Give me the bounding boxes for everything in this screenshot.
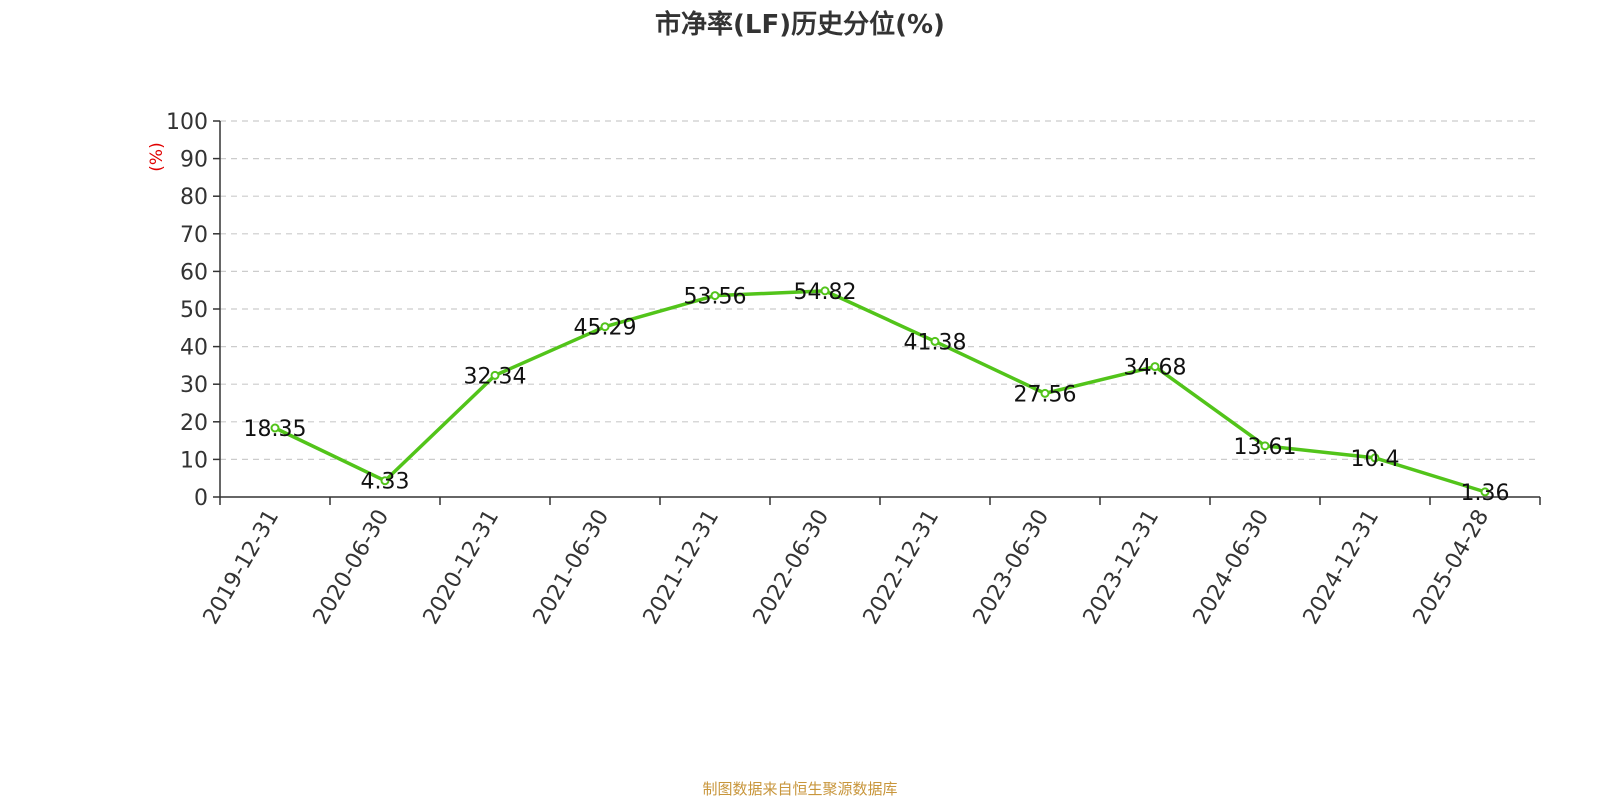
data-point [270, 423, 280, 433]
y-tick-label: 0 [194, 486, 208, 511]
x-tick-label: 2022-06-30 [749, 506, 835, 629]
data-label: 18.35 [244, 417, 307, 442]
y-tick-label: 20 [180, 411, 208, 436]
x-tick-label: 2021-12-31 [639, 506, 725, 629]
y-tick-label: 80 [180, 185, 208, 210]
data-label: 45.29 [574, 316, 637, 341]
data-source-note: 制图数据来自恒生聚源数据库 [702, 780, 898, 798]
y-axis-unit-label: (%) [147, 142, 167, 171]
y-tick-label: 40 [180, 336, 208, 361]
data-point [1480, 487, 1490, 497]
data-label: 13.61 [1234, 435, 1297, 460]
chart-title: 市净率(LF)历史分位(%) [655, 10, 945, 40]
data-point [1040, 388, 1050, 398]
x-tick-label: 2022-12-31 [859, 506, 945, 629]
axes: 0 10 20 30 40 50 60 70 80 90 100 (%) 2019-12-31 2020-… [147, 110, 1541, 629]
data-label: 10.4 [1351, 447, 1400, 472]
y-tick-label: 100 [166, 110, 208, 135]
data-point [820, 286, 830, 296]
data-point [710, 291, 720, 301]
data-label: 4.33 [361, 470, 410, 495]
x-tick-label: 2023-12-31 [1079, 506, 1165, 629]
data-point [380, 476, 390, 486]
data-label: 1.36 [1461, 481, 1510, 506]
y-tick-label: 10 [180, 448, 208, 473]
x-tick-label: 2025-04-28 [1409, 506, 1495, 629]
x-tick-label: 2020-12-31 [419, 506, 505, 629]
data-label: 41.38 [904, 330, 967, 355]
data-point [1260, 441, 1270, 451]
grid-lines [220, 120, 1540, 460]
x-tick-label: 2024-06-30 [1189, 506, 1275, 629]
data-label: 32.34 [464, 364, 527, 389]
data-point [600, 322, 610, 332]
data-point [930, 336, 940, 346]
x-tick-label: 2019-12-31 [199, 506, 285, 629]
y-tick-label: 60 [180, 260, 208, 285]
x-tick-label: 2020-06-30 [309, 506, 395, 629]
data-label: 27.56 [1014, 382, 1077, 407]
data-point [490, 370, 500, 380]
data-labels: 18.35 4.33 32.34 45.29 53.56 54.82 41.38 27.56 3… [244, 280, 1510, 506]
data-label: 34.68 [1124, 356, 1187, 381]
y-tick-label: 70 [180, 223, 208, 248]
data-label: 53.56 [684, 285, 747, 310]
y-tick-label: 30 [180, 373, 208, 398]
y-tick-label: 50 [180, 298, 208, 323]
data-label: 54.82 [794, 280, 857, 305]
x-tick-label: 2021-06-30 [529, 506, 615, 629]
data-point [1150, 362, 1160, 372]
series-line [270, 286, 1490, 497]
x-tick-label: 2023-06-30 [969, 506, 1055, 629]
data-point [1370, 453, 1380, 463]
y-tick-label: 90 [180, 148, 208, 173]
series-line-path [274, 289, 1486, 494]
x-tick-label: 2024-12-31 [1299, 506, 1385, 629]
